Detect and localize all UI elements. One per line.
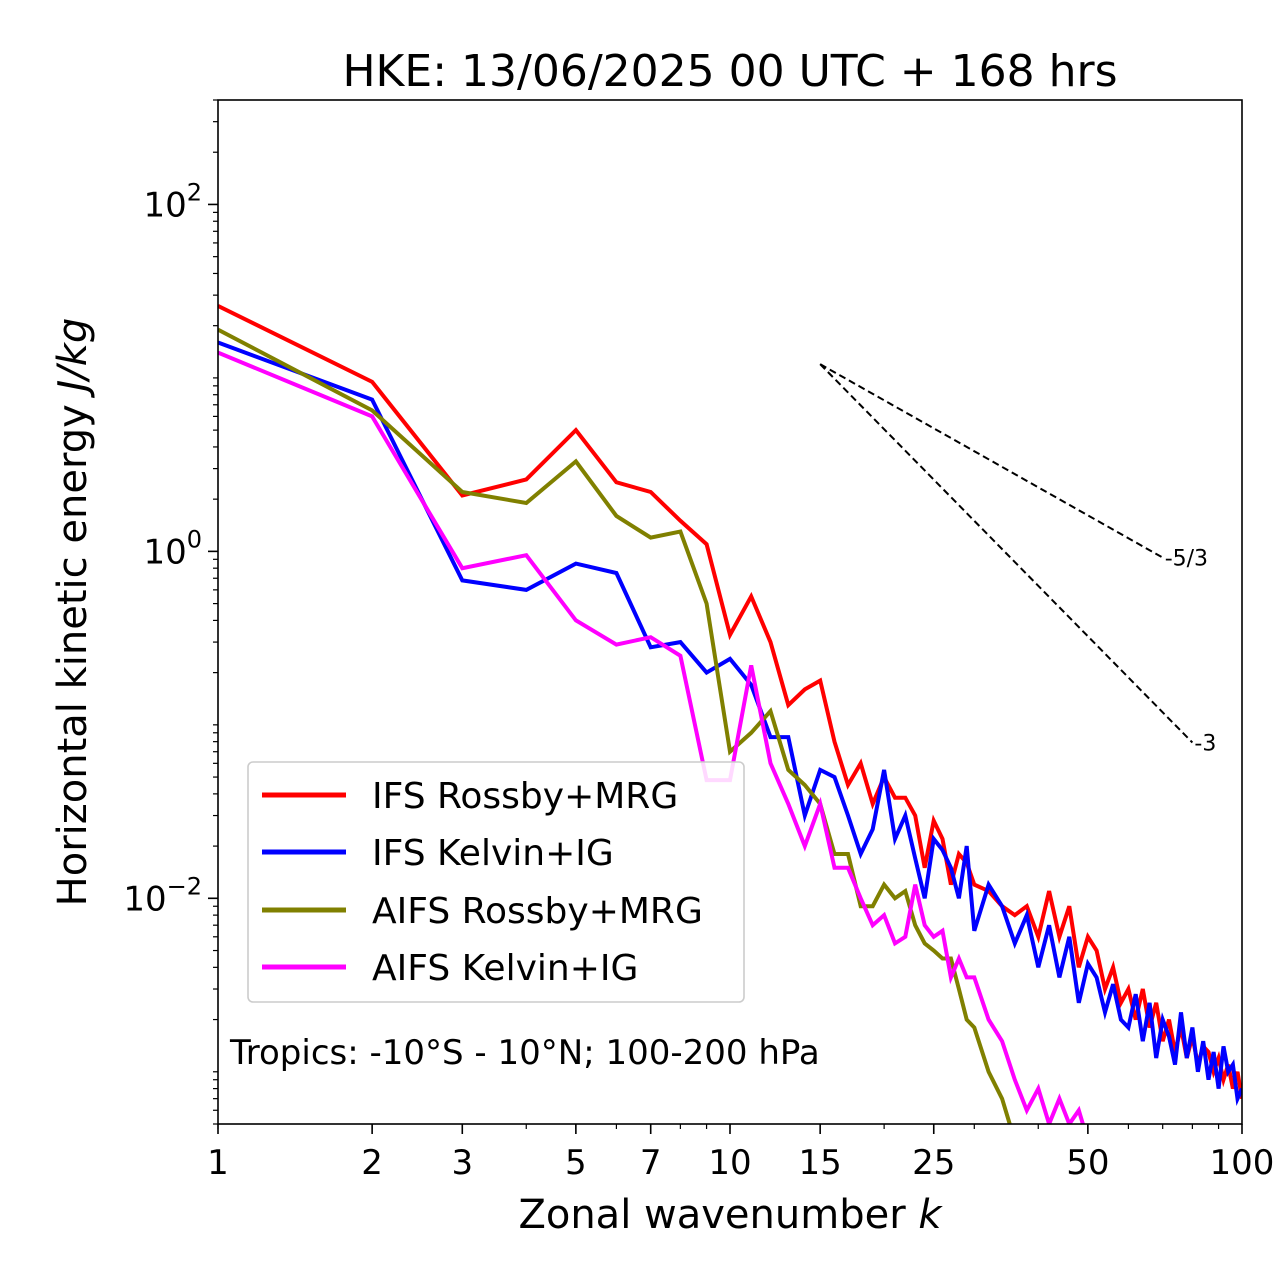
reference-slope-label-2: -3 [1194,732,1216,757]
y-tick-label: 10−2 [123,872,202,919]
y-axis-label: Horizontal kinetic energy J/kg [50,318,96,907]
y-tick-label: 100 [143,525,202,572]
region-annotation: Tropics: -10°S - 10°N; 100-200 hPa [229,1033,820,1073]
x-tick-label: 3 [451,1143,473,1183]
reference-slope-label-1: -5/3 [1165,547,1208,572]
x-tick-label: 15 [799,1143,842,1183]
x-tick-label: 2 [361,1143,383,1183]
chart-title: HKE: 13/06/2025 00 UTC + 168 hrs [342,46,1117,97]
x-tick-label: 5 [565,1143,587,1183]
legend-label-ifs-kelvin: IFS Kelvin+IG [372,833,614,874]
legend-box [247,761,745,1003]
x-tick-label: 7 [640,1143,662,1183]
series-layer [218,304,1242,1124]
reference-slope-line-2 [819,363,1194,744]
series-line-aifs-rossby-mrg [218,327,1012,1124]
legend-label-aifs-kelvin: AIFS Kelvin+IG [372,948,638,989]
x-axis-label: Zonal wavenumber k [518,1192,943,1238]
x-tick-label: 1 [207,1143,229,1183]
reference-slope-lines: -5/3 -3 [819,363,1216,757]
y-tick-label: 102 [143,178,202,225]
y-axis: 10−2 100 102 [123,99,218,1125]
x-tick-label: 100 [1210,1143,1275,1183]
legend: IFS Rossby+MRG IFS Kelvin+IG AIFS Rossby… [247,761,745,1003]
legend-label-aifs-rossby: AIFS Rossby+MRG [372,891,703,932]
x-tick-label: 10 [708,1143,751,1183]
x-tick-label: 25 [912,1143,955,1183]
x-axis: 1 2 3 5 7 10 15 25 50 100 [207,1124,1274,1183]
reference-slope-line-1 [819,363,1164,559]
x-tick-label: 50 [1066,1143,1109,1183]
legend-label-ifs-rossby: IFS Rossby+MRG [372,776,678,817]
